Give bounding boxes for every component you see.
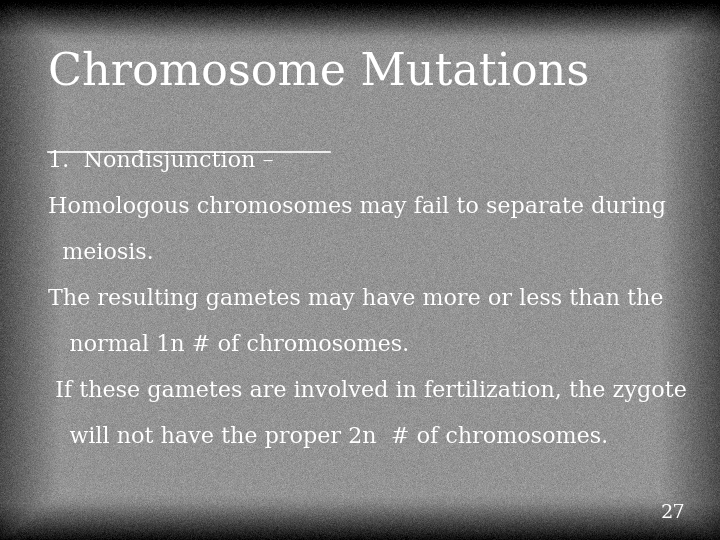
Text: Chromosome Mutations: Chromosome Mutations	[48, 50, 589, 93]
Text: 1.  Nondisjunction –: 1. Nondisjunction –	[48, 150, 274, 172]
Text: Homologous chromosomes may fail to separate during: Homologous chromosomes may fail to separ…	[48, 196, 666, 218]
Text: normal 1n # of chromosomes.: normal 1n # of chromosomes.	[48, 334, 409, 356]
Text: The resulting gametes may have more or less than the: The resulting gametes may have more or l…	[48, 288, 664, 310]
Text: meiosis.: meiosis.	[48, 242, 154, 264]
Text: If these gametes are involved in fertilization, the zygote: If these gametes are involved in fertili…	[48, 380, 687, 402]
Text: 27: 27	[660, 504, 685, 522]
Text: will not have the proper 2n  # of chromosomes.: will not have the proper 2n # of chromos…	[48, 426, 608, 448]
